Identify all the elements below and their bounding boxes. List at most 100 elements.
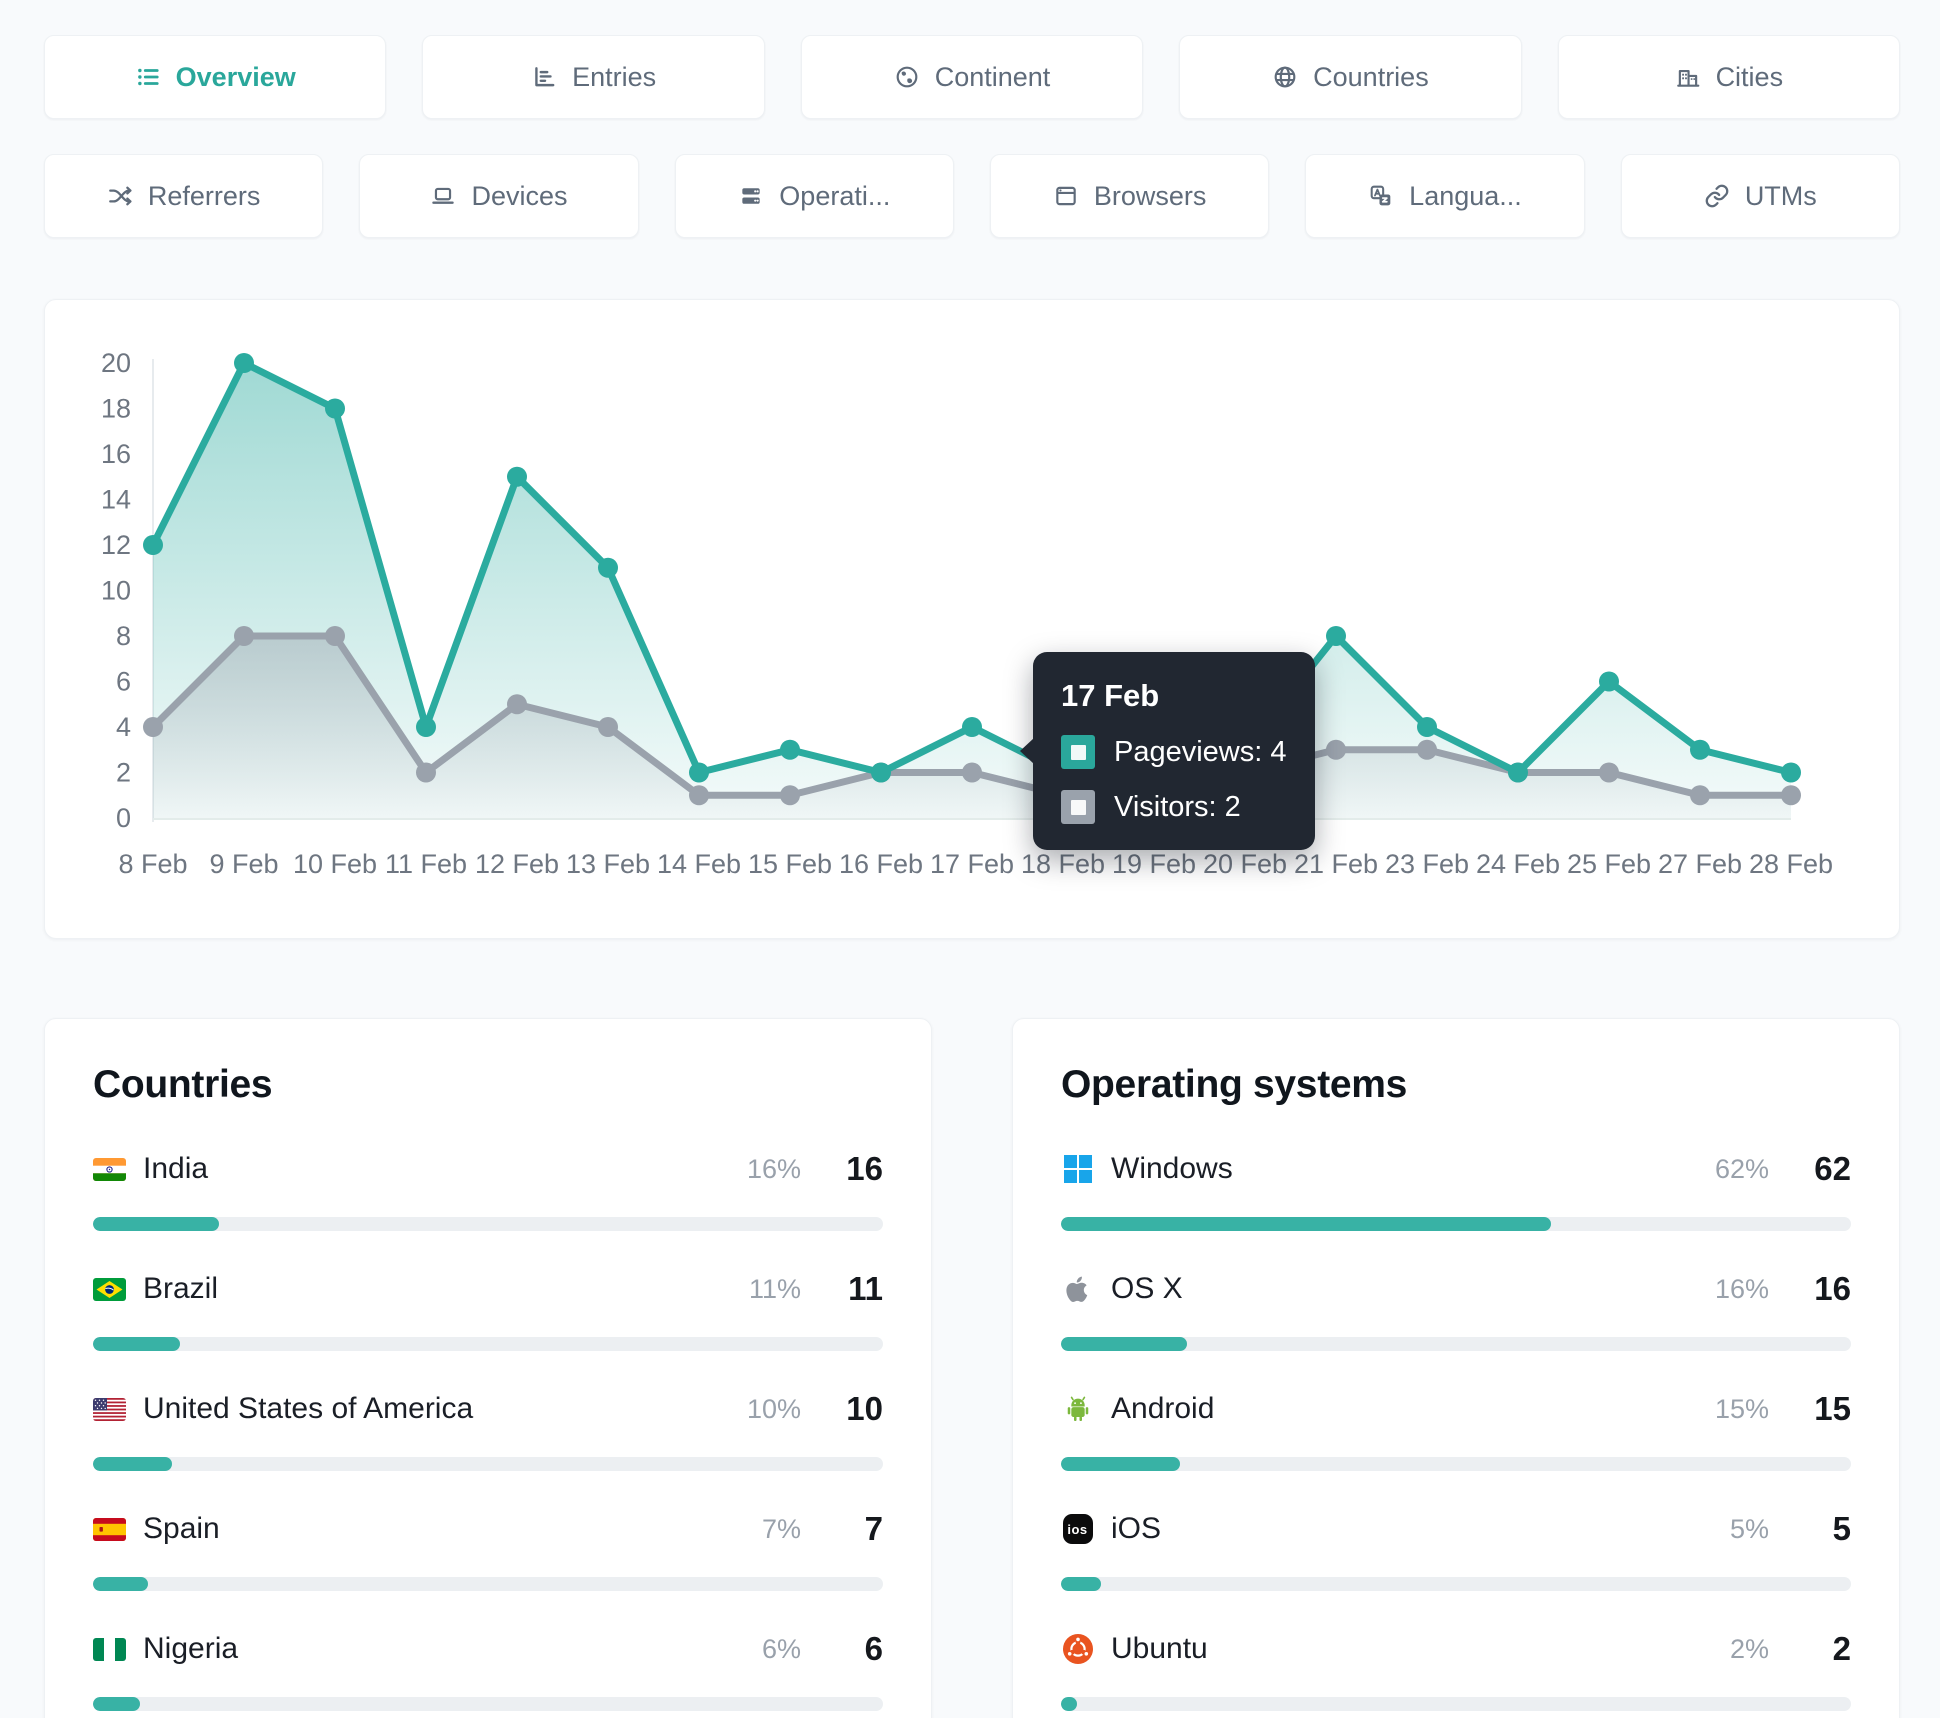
- tab-row-primary: Overview Entries Continent Countries Cit…: [44, 35, 1901, 119]
- os-percent: 2%: [1729, 1633, 1769, 1664]
- tab-cities[interactable]: Cities: [1557, 35, 1901, 119]
- list-icon: [135, 64, 161, 90]
- spain-flag-icon: [93, 1517, 126, 1541]
- os-name: Android: [1111, 1392, 1215, 1425]
- svg-text:9 Feb: 9 Feb: [209, 849, 278, 879]
- os-count: 16: [1814, 1270, 1851, 1307]
- svg-text:13 Feb: 13 Feb: [566, 849, 650, 879]
- svg-text:14: 14: [101, 485, 131, 515]
- os-name: Windows: [1111, 1152, 1233, 1185]
- ios-logo-icon: ios: [1061, 1513, 1094, 1546]
- country-name: India: [143, 1152, 209, 1185]
- country-row-india[interactable]: India 16% 16: [93, 1147, 883, 1231]
- os-count: 62: [1814, 1150, 1851, 1187]
- chart-tooltip: 17 Feb Pageviews: 4 Visitors: 2: [1020, 652, 1315, 850]
- os-percent: 15%: [1714, 1393, 1769, 1424]
- os-name: iOS: [1111, 1512, 1162, 1545]
- tab-referrers[interactable]: Referrers: [44, 154, 324, 238]
- svg-text:19 Feb: 19 Feb: [1112, 849, 1196, 879]
- os-row-osx[interactable]: OS X 16% 16: [1061, 1267, 1851, 1351]
- svg-text:25 Feb: 25 Feb: [1567, 849, 1651, 879]
- progress-track: [1061, 1697, 1851, 1711]
- traffic-chart-svg[interactable]: 0 2 4 6 8 10 12 14 16 18 20 8 Feb 9 Feb 10 Feb 11 Feb 1…: [45, 350, 1901, 935]
- country-count: 6: [864, 1630, 883, 1667]
- svg-text:20: 20: [101, 350, 131, 378]
- tab-overview[interactable]: Overview: [44, 35, 387, 119]
- tab-label: Referrers: [147, 180, 261, 211]
- continent-globe-icon: [894, 64, 920, 90]
- tab-utms[interactable]: UTMs: [1620, 154, 1900, 238]
- visitors-legend-swatch: [1061, 790, 1095, 824]
- browser-icon: [1053, 183, 1079, 209]
- svg-text:12 Feb: 12 Feb: [475, 849, 559, 879]
- country-percent: 7%: [761, 1513, 801, 1544]
- country-row-spain[interactable]: Spain 7% 7: [93, 1507, 883, 1591]
- progress-track: [1061, 1457, 1851, 1471]
- tooltip-visitors-value: Visitors: 2: [1114, 790, 1241, 823]
- tab-label: Countries: [1313, 61, 1429, 92]
- tab-label: Langua...: [1409, 180, 1522, 211]
- svg-text:14 Feb: 14 Feb: [657, 849, 741, 879]
- tooltip-pageviews-row: Pageviews: 4: [1061, 735, 1287, 769]
- country-percent: 16%: [746, 1153, 801, 1184]
- svg-text:21 Feb: 21 Feb: [1294, 849, 1378, 879]
- os-panel-title: Operating systems: [1061, 1063, 1408, 1106]
- svg-text:12: 12: [101, 530, 131, 560]
- tab-continent[interactable]: Continent: [800, 35, 1144, 119]
- windows-logo-icon: [1061, 1153, 1094, 1186]
- os-count: 5: [1832, 1510, 1851, 1547]
- country-row-brazil[interactable]: Brazil 11% 11: [93, 1267, 883, 1351]
- country-count: 16: [846, 1150, 883, 1187]
- tab-label: Entries: [572, 61, 657, 92]
- progress-track: [1061, 1217, 1851, 1231]
- tab-languages[interactable]: Langua...: [1305, 154, 1585, 238]
- progress-fill: [93, 1217, 220, 1231]
- shuffle-icon: [107, 183, 133, 209]
- tab-devices[interactable]: Devices: [359, 154, 639, 238]
- brazil-flag-icon: [93, 1277, 126, 1301]
- tab-countries[interactable]: Countries: [1179, 35, 1522, 119]
- progress-fill: [1061, 1457, 1180, 1471]
- country-row-usa[interactable]: United States of America 10% 10: [93, 1387, 883, 1471]
- os-row-android[interactable]: Android 15% 15: [1061, 1387, 1851, 1471]
- os-row-ubuntu[interactable]: Ubuntu 2% 2: [1061, 1627, 1851, 1711]
- progress-track: [93, 1577, 883, 1591]
- os-name: OS X: [1111, 1272, 1183, 1305]
- svg-text:28 Feb: 28 Feb: [1749, 849, 1833, 879]
- laptop-icon: [430, 183, 456, 209]
- link-icon: [1704, 183, 1730, 209]
- countries-panel: Countries India 16% 16: [44, 1018, 932, 1718]
- progress-fill: [1061, 1697, 1077, 1711]
- progress-fill: [93, 1457, 172, 1471]
- svg-text:23 Feb: 23 Feb: [1385, 849, 1469, 879]
- country-row-nigeria[interactable]: Nigeria 6% 6: [93, 1627, 883, 1711]
- svg-text:16 Feb: 16 Feb: [839, 849, 923, 879]
- svg-text:10 Feb: 10 Feb: [293, 849, 377, 879]
- country-percent: 10%: [746, 1393, 801, 1424]
- svg-text:4: 4: [116, 712, 131, 742]
- tab-entries[interactable]: Entries: [422, 35, 765, 119]
- pageviews-legend-swatch: [1061, 735, 1095, 769]
- tab-label: UTMs: [1744, 180, 1817, 211]
- progress-fill: [1061, 1337, 1188, 1351]
- os-row-ios[interactable]: ios iOS 5% 5: [1061, 1507, 1851, 1591]
- tooltip-arrow: [1020, 738, 1034, 764]
- progress-track: [1061, 1337, 1851, 1351]
- tab-browsers[interactable]: Browsers: [989, 154, 1270, 238]
- country-name: United States of America: [143, 1392, 474, 1425]
- country-name: Nigeria: [143, 1632, 239, 1665]
- svg-text:17 Feb: 17 Feb: [930, 849, 1014, 879]
- tab-label: Devices: [471, 180, 568, 211]
- svg-text:18: 18: [101, 394, 131, 424]
- tab-row-secondary: Referrers Devices Operati... Browsers La…: [44, 154, 1900, 238]
- usa-flag-icon: [93, 1397, 126, 1421]
- svg-text:0: 0: [116, 803, 131, 833]
- os-percent: 16%: [1714, 1273, 1769, 1304]
- os-row-windows[interactable]: Windows 62% 62: [1061, 1147, 1851, 1231]
- server-icon: [738, 183, 764, 209]
- tab-operating-systems[interactable]: Operati...: [674, 154, 954, 238]
- ubuntu-logo-icon: [1061, 1633, 1094, 1666]
- svg-text:20 Feb: 20 Feb: [1203, 849, 1287, 879]
- tab-label: Browsers: [1093, 180, 1207, 211]
- tab-label: Overview: [175, 61, 296, 92]
